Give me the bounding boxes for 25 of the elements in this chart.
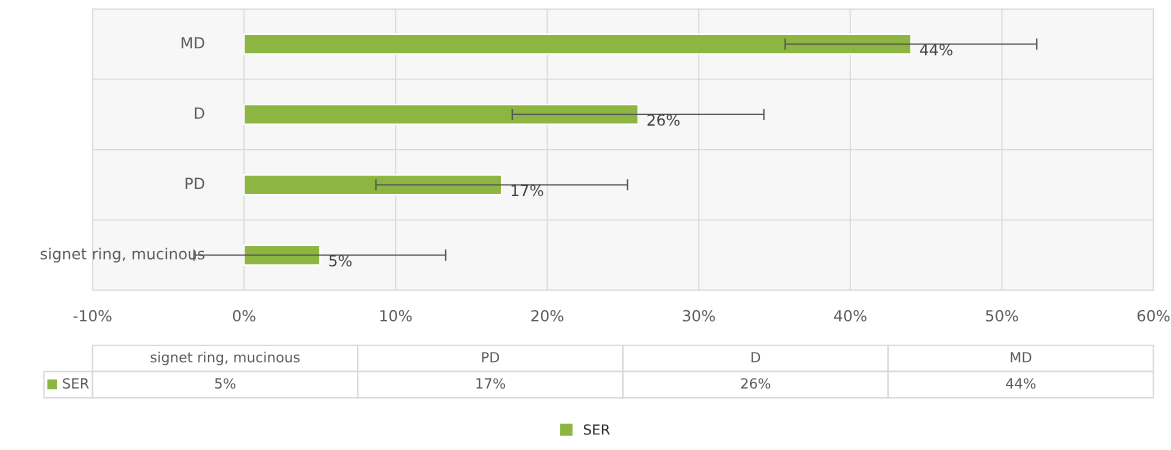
x-tick-label: 20%	[531, 309, 564, 322]
y-tick-label: MD	[181, 37, 205, 49]
data-label: 17%	[511, 184, 544, 197]
x-tick-label: 50%	[986, 309, 1019, 322]
category-label: MD	[1010, 352, 1032, 363]
data-label: 26%	[647, 114, 680, 126]
data-label: 5%	[329, 254, 352, 267]
text: SER	[62, 378, 89, 389]
text: 5%	[215, 378, 236, 389]
category-label: signet ring, mucinous	[150, 351, 300, 366]
y-tick-label: PD	[185, 177, 205, 189]
x-tick-label: 30%	[682, 309, 715, 322]
x-tick-label: 10%	[380, 309, 412, 322]
x-tick-label: 60%	[1137, 309, 1170, 322]
x-tick-label: -10%	[73, 309, 112, 322]
x-tick-label: 40%	[834, 309, 867, 322]
text: 26%	[741, 378, 771, 389]
text: 44%	[1006, 378, 1036, 389]
x-tick-label: 0%	[232, 309, 256, 322]
category-label: D	[751, 352, 761, 363]
data-label: 44%	[920, 43, 953, 56]
text: 17%	[476, 378, 506, 389]
y-tick-label: D	[194, 107, 205, 119]
legend-label: SER	[583, 424, 610, 435]
category-label: PD	[482, 352, 500, 363]
